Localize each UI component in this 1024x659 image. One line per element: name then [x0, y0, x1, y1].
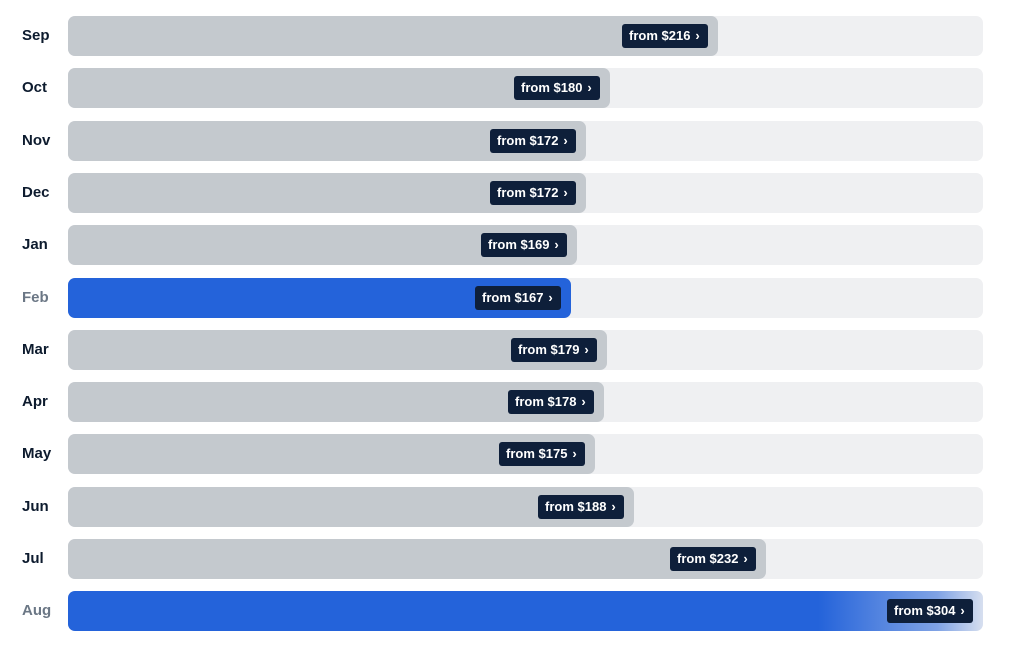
chevron-right-icon: › [548, 290, 553, 305]
price-label: from $188 [545, 499, 607, 514]
price-tag[interactable]: from $175 › [499, 442, 585, 466]
bar-track: from $169 › [68, 225, 983, 265]
month-label: Dec [22, 184, 50, 201]
price-tag[interactable]: from $216 › [622, 24, 708, 48]
chevron-right-icon: › [695, 28, 700, 43]
chevron-right-icon: › [572, 446, 577, 461]
bar-aug[interactable] [68, 591, 983, 631]
bar-track: from $178 › [68, 382, 983, 422]
bar-track: from $304 › [68, 591, 983, 631]
price-tag[interactable]: from $178 › [508, 390, 594, 414]
price-label: from $169 [488, 237, 550, 252]
chart-row-aug: Aug from $304 › [0, 591, 1024, 631]
bar-sep[interactable] [68, 16, 718, 56]
chevron-right-icon: › [743, 551, 748, 566]
month-label: Jul [22, 550, 44, 567]
month-label: Apr [22, 393, 48, 410]
price-label: from $179 [518, 342, 580, 357]
bar-track: from $180 › [68, 68, 983, 108]
bar-track: from $188 › [68, 487, 983, 527]
price-label: from $175 [506, 446, 568, 461]
price-label: from $180 [521, 80, 583, 95]
bar-track: from $175 › [68, 434, 983, 474]
chart-row-feb: Feb from $167 › [0, 278, 1024, 318]
chart-row-may: May from $175 › [0, 434, 1024, 474]
price-label: from $172 [497, 185, 559, 200]
chevron-right-icon: › [587, 80, 592, 95]
bar-track: from $179 › [68, 330, 983, 370]
price-label: from $178 [515, 394, 577, 409]
chart-row-mar: Mar from $179 › [0, 330, 1024, 370]
price-label: from $172 [497, 133, 559, 148]
chevron-right-icon: › [563, 185, 568, 200]
chart-row-oct: Oct from $180 › [0, 68, 1024, 108]
bar-track: from $172 › [68, 173, 983, 213]
chevron-right-icon: › [584, 342, 589, 357]
bar-jul[interactable] [68, 539, 766, 579]
price-tag[interactable]: from $167 › [475, 286, 561, 310]
price-tag[interactable]: from $169 › [481, 233, 567, 257]
month-label: Oct [22, 79, 48, 96]
chart-row-sep: Sep from $216 › [0, 16, 1024, 56]
month-label: Aug [22, 602, 52, 619]
bar-track: from $172 › [68, 121, 983, 161]
price-tag[interactable]: from $304 › [887, 599, 973, 623]
bar-track: from $167 › [68, 278, 983, 318]
chart-row-jan: Jan from $169 › [0, 225, 1024, 265]
month-label: Mar [22, 341, 49, 358]
chart-row-apr: Apr from $178 › [0, 382, 1024, 422]
bar-track: from $216 › [68, 16, 983, 56]
chart-row-nov: Nov from $172 › [0, 121, 1024, 161]
price-label: from $216 [629, 28, 691, 43]
month-label: May [22, 445, 52, 462]
price-tag[interactable]: from $172 › [490, 129, 576, 153]
month-label: Nov [22, 132, 51, 149]
chart-row-jun: Jun from $188 › [0, 487, 1024, 527]
month-label: Jan [22, 236, 48, 253]
price-tag[interactable]: from $232 › [670, 547, 756, 571]
price-tag[interactable]: from $180 › [514, 76, 600, 100]
chevron-right-icon: › [563, 133, 568, 148]
price-tag[interactable]: from $172 › [490, 181, 576, 205]
chart-row-dec: Dec from $172 › [0, 173, 1024, 213]
chevron-right-icon: › [581, 394, 586, 409]
bar-track: from $232 › [68, 539, 983, 579]
month-label: Jun [22, 498, 49, 515]
chart-row-jul: Jul from $232 › [0, 539, 1024, 579]
month-label: Feb [22, 289, 49, 306]
price-tag[interactable]: from $188 › [538, 495, 624, 519]
chevron-right-icon: › [611, 499, 616, 514]
chevron-right-icon: › [554, 237, 559, 252]
price-label: from $167 [482, 290, 544, 305]
month-label: Sep [22, 27, 50, 44]
price-tag[interactable]: from $179 › [511, 338, 597, 362]
price-label: from $232 [677, 551, 739, 566]
price-label: from $304 [894, 603, 956, 618]
chevron-right-icon: › [960, 603, 965, 618]
